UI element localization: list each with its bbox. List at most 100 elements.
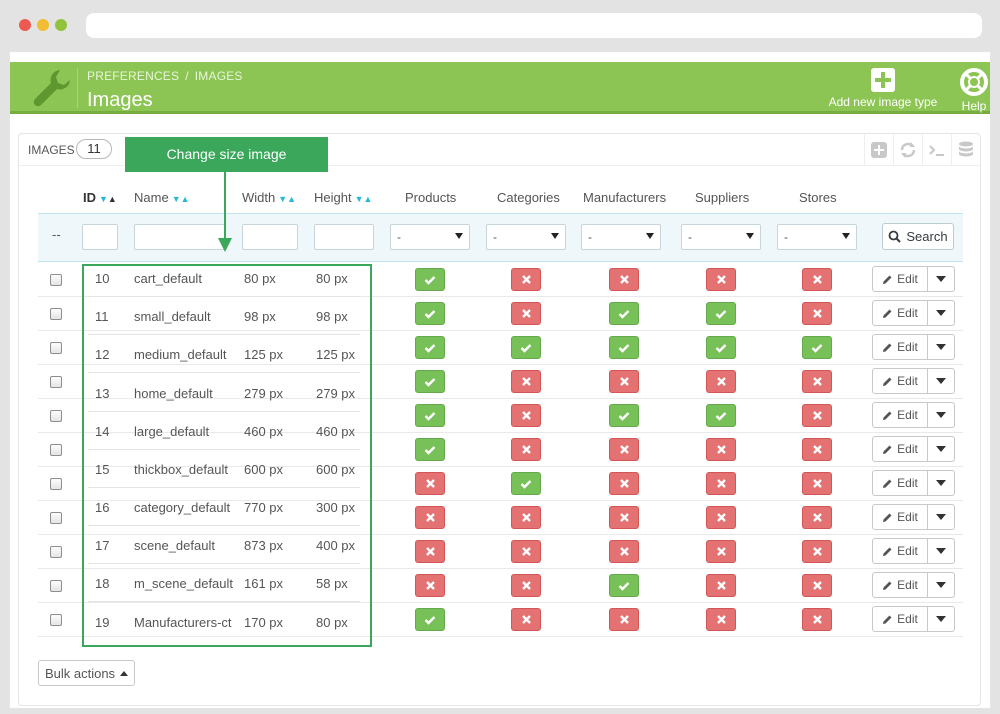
edit-button[interactable]: Edit	[873, 607, 928, 631]
enabled-check-icon[interactable]	[415, 268, 445, 291]
disabled-cross-icon[interactable]	[609, 268, 639, 291]
row-actions-dropdown[interactable]	[928, 505, 954, 529]
disabled-cross-icon[interactable]	[802, 370, 832, 393]
enabled-check-icon[interactable]	[511, 336, 541, 359]
disabled-cross-icon[interactable]	[802, 404, 832, 427]
enabled-check-icon[interactable]	[706, 404, 736, 427]
disabled-cross-icon[interactable]	[706, 608, 736, 631]
add-new-button[interactable]	[864, 134, 893, 166]
table-row[interactable]: Edit	[38, 399, 963, 433]
sort-arrows-icon[interactable]: ▼▲	[354, 194, 373, 204]
disabled-cross-icon[interactable]	[415, 574, 445, 597]
enabled-check-icon[interactable]	[609, 574, 639, 597]
disabled-cross-icon[interactable]	[511, 608, 541, 631]
edit-button[interactable]: Edit	[873, 539, 928, 563]
row-actions-dropdown[interactable]	[928, 369, 954, 393]
search-button[interactable]: Search	[882, 223, 954, 250]
column-header-height[interactable]: Height ▼▲	[314, 190, 372, 205]
disabled-cross-icon[interactable]	[706, 370, 736, 393]
filter-categories-select[interactable]: -	[486, 224, 566, 250]
disabled-cross-icon[interactable]	[706, 438, 736, 461]
edit-button[interactable]: Edit	[873, 335, 928, 359]
disabled-cross-icon[interactable]	[706, 574, 736, 597]
edit-button[interactable]: Edit	[873, 301, 928, 325]
column-header-id[interactable]: ID ▼▲	[83, 190, 117, 205]
edit-button[interactable]: Edit	[873, 573, 928, 597]
filter-name-input[interactable]	[134, 224, 226, 250]
table-row[interactable]: Edit	[38, 331, 963, 365]
edit-button[interactable]: Edit	[873, 403, 928, 427]
disabled-cross-icon[interactable]	[511, 574, 541, 597]
disabled-cross-icon[interactable]	[511, 370, 541, 393]
table-row[interactable]: Edit	[38, 467, 963, 501]
disabled-cross-icon[interactable]	[511, 506, 541, 529]
row-actions-dropdown[interactable]	[928, 301, 954, 325]
disabled-cross-icon[interactable]	[511, 302, 541, 325]
enabled-check-icon[interactable]	[802, 336, 832, 359]
disabled-cross-icon[interactable]	[609, 438, 639, 461]
disabled-cross-icon[interactable]	[802, 302, 832, 325]
enabled-check-icon[interactable]	[609, 302, 639, 325]
filter-manufacturers-select[interactable]: -	[581, 224, 661, 250]
disabled-cross-icon[interactable]	[802, 472, 832, 495]
disabled-cross-icon[interactable]	[609, 608, 639, 631]
help-button[interactable]: Help	[951, 68, 997, 113]
row-checkbox[interactable]	[50, 308, 62, 320]
sql-manager-button[interactable]	[951, 134, 980, 166]
filter-id-input[interactable]	[82, 224, 118, 250]
sort-arrows-icon[interactable]: ▼▲	[278, 194, 297, 204]
address-bar[interactable]	[86, 13, 982, 38]
disabled-cross-icon[interactable]	[802, 540, 832, 563]
disabled-cross-icon[interactable]	[802, 268, 832, 291]
filter-width-input[interactable]	[242, 224, 298, 250]
disabled-cross-icon[interactable]	[802, 574, 832, 597]
edit-button[interactable]: Edit	[873, 369, 928, 393]
disabled-cross-icon[interactable]	[802, 438, 832, 461]
refresh-button[interactable]	[893, 134, 922, 166]
column-header-width[interactable]: Width ▼▲	[242, 190, 296, 205]
filter-products-select[interactable]: -	[390, 224, 470, 250]
close-window-dot[interactable]	[19, 19, 31, 31]
breadcrumb-images[interactable]: IMAGES	[194, 69, 243, 83]
edit-button[interactable]: Edit	[873, 437, 928, 461]
maximize-window-dot[interactable]	[55, 19, 67, 31]
add-image-type-button[interactable]: Add new image type	[821, 68, 945, 109]
row-checkbox[interactable]	[50, 342, 62, 354]
row-actions-dropdown[interactable]	[928, 403, 954, 427]
sort-arrows-icon[interactable]: ▼▲	[99, 194, 117, 204]
disabled-cross-icon[interactable]	[802, 506, 832, 529]
table-row[interactable]: Edit	[38, 603, 963, 637]
row-checkbox[interactable]	[50, 376, 62, 388]
disabled-cross-icon[interactable]	[415, 540, 445, 563]
breadcrumb-preferences[interactable]: PREFERENCES	[87, 69, 180, 83]
table-row[interactable]: Edit	[38, 433, 963, 467]
disabled-cross-icon[interactable]	[802, 608, 832, 631]
disabled-cross-icon[interactable]	[706, 506, 736, 529]
disabled-cross-icon[interactable]	[511, 268, 541, 291]
disabled-cross-icon[interactable]	[415, 472, 445, 495]
enabled-check-icon[interactable]	[415, 404, 445, 427]
enabled-check-icon[interactable]	[415, 302, 445, 325]
row-checkbox[interactable]	[50, 274, 62, 286]
filter-height-input[interactable]	[314, 224, 374, 250]
row-actions-dropdown[interactable]	[928, 471, 954, 495]
enabled-check-icon[interactable]	[415, 438, 445, 461]
filter-suppliers-select[interactable]: -	[681, 224, 761, 250]
enabled-check-icon[interactable]	[415, 336, 445, 359]
table-row[interactable]: Edit	[38, 365, 963, 399]
edit-button[interactable]: Edit	[873, 471, 928, 495]
edit-button[interactable]: Edit	[873, 267, 928, 291]
table-row[interactable]: Edit	[38, 297, 963, 331]
table-row[interactable]: Edit	[38, 569, 963, 603]
filter-stores-select[interactable]: -	[777, 224, 857, 250]
row-actions-dropdown[interactable]	[928, 573, 954, 597]
enabled-check-icon[interactable]	[609, 336, 639, 359]
sql-query-button[interactable]	[922, 134, 951, 166]
disabled-cross-icon[interactable]	[706, 472, 736, 495]
table-row[interactable]: Edit	[38, 535, 963, 569]
table-row[interactable]: Edit	[38, 263, 963, 297]
disabled-cross-icon[interactable]	[609, 370, 639, 393]
row-checkbox[interactable]	[50, 478, 62, 490]
bulk-actions-button[interactable]: Bulk actions	[38, 660, 135, 686]
row-checkbox[interactable]	[50, 444, 62, 456]
